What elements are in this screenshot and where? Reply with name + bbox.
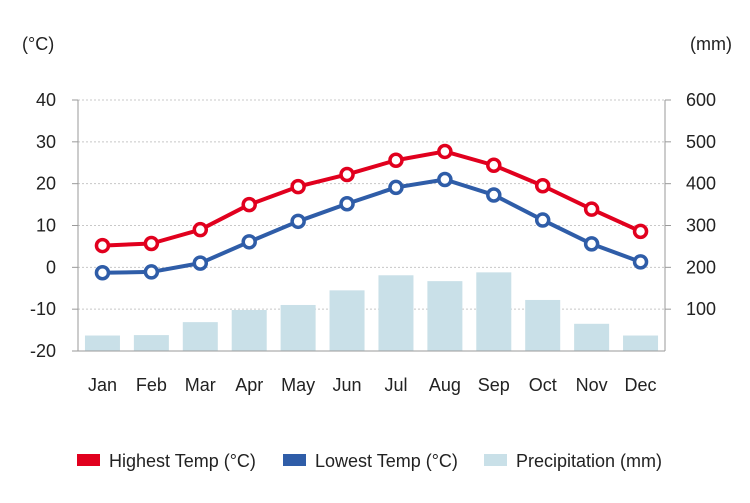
y-right-tick-label: 200 [686,257,716,277]
precipitation-bars [84,272,659,351]
gridlines [78,99,665,310]
data-point [339,166,355,183]
x-tick-label: Sep [478,375,510,395]
precipitation-bar [84,335,120,351]
precipitation-bar [378,275,414,351]
precipitation-bar [623,335,659,351]
data-point [143,235,160,252]
x-tick-label: Jul [384,375,407,395]
precipitation-bar [182,322,218,351]
x-tick-label: Aug [429,375,461,395]
y-left-tick-label: -10 [30,299,56,319]
series-line [102,149,642,248]
data-point [486,187,502,203]
y-left-tick-label: 30 [36,132,56,152]
legend-swatch [484,454,507,466]
data-point [437,143,453,160]
data-point [388,179,404,196]
data-point [290,178,306,195]
legend-label: Precipitation (mm) [516,451,662,471]
x-tick-label: Apr [235,375,263,395]
data-point [632,254,649,270]
x-tick-label: Oct [529,375,557,395]
y-right-tick-label: 500 [686,132,716,152]
data-point [339,195,355,212]
x-tick-label: Jan [88,375,117,395]
data-point [143,264,160,280]
y-left-tick-label: 0 [46,257,56,277]
data-point [192,221,209,238]
legend-swatch [77,454,100,466]
precipitation-bar [280,304,316,351]
y-left-tick-label: 10 [36,216,56,236]
data-point [192,255,209,271]
y-right-tick-label: 400 [686,174,716,194]
left-axis-unit: (°C) [22,34,54,54]
right-axis-unit: (mm) [690,34,732,54]
precipitation-bar [427,281,463,351]
y-right-tick-label: 100 [686,299,716,319]
precipitation-bar [525,299,561,351]
precipitation-bar [133,335,169,351]
data-point [534,178,551,194]
data-point [241,196,257,213]
data-point [241,234,257,250]
y-left-tick-label: 20 [36,174,56,194]
data-point [534,212,551,228]
x-tick-label: Jun [333,375,362,395]
y-left-tick-label: 40 [36,90,56,110]
legend: Highest Temp (°C) Lowest Temp (°C) Precipi… [77,451,662,471]
data-point [388,152,404,168]
data-point [437,171,453,188]
data-point [290,213,306,230]
temperature-lines [94,143,649,281]
data-point [94,237,111,254]
legend-swatch [283,454,306,466]
data-point [486,157,502,174]
precipitation-bar [574,323,610,351]
data-point [94,265,111,281]
x-tick-label: Nov [576,375,608,395]
legend-label: Lowest Temp (°C) [315,451,458,471]
series-line [102,177,642,275]
x-tick-label: May [281,375,315,395]
data-point [583,236,600,252]
x-tick-label: Dec [625,375,657,395]
data-point [632,223,649,240]
precipitation-bar [231,310,267,351]
x-tick-label: Mar [185,375,216,395]
precipitation-bar [476,272,512,351]
axes [72,99,671,352]
x-tick-label: Feb [136,375,167,395]
y-right-tick-label: 600 [686,90,716,110]
legend-label: Highest Temp (°C) [109,451,256,471]
y-right-tick-label: 300 [686,216,716,236]
data-point [583,201,600,217]
y-left-tick-label: -20 [30,341,56,361]
precipitation-bar [329,290,365,351]
